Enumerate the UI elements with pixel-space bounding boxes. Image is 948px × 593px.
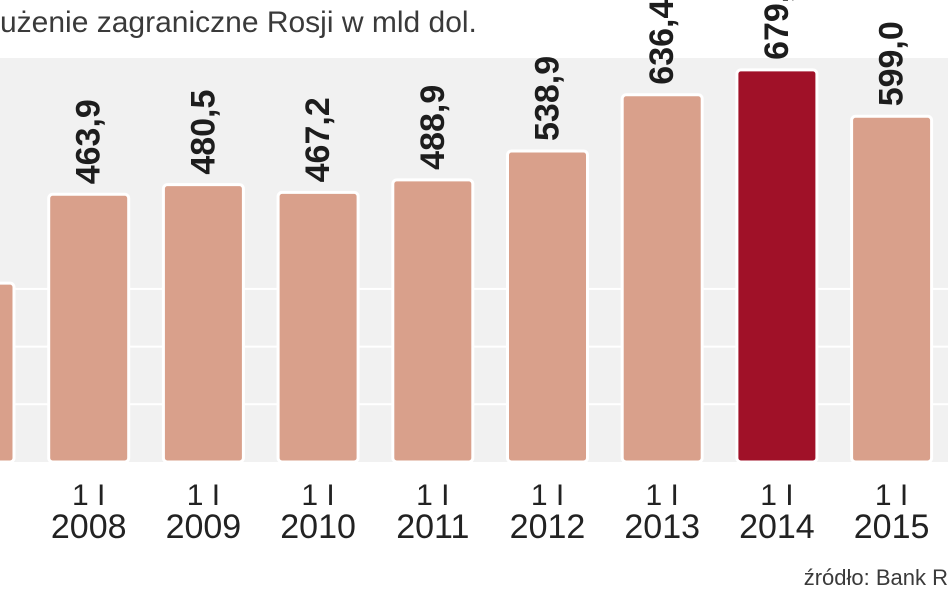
bar: [506, 149, 589, 464]
tick-label-year: 2013: [624, 508, 700, 546]
bar: [391, 178, 475, 464]
data-label: 538,9: [529, 56, 567, 141]
tick-label-year: 2014: [739, 508, 815, 546]
bar: [47, 192, 131, 464]
tick-label-prefix: 1 I: [416, 479, 449, 512]
bar: [0, 281, 16, 464]
tick-label-prefix: 1 I: [646, 479, 679, 512]
tick-label-prefix: 1 I: [187, 479, 220, 512]
data-label: 463,9: [70, 99, 108, 184]
bar-highlight: [735, 68, 819, 464]
data-label: 599,0: [873, 21, 911, 106]
tick-label-year: 2011: [396, 508, 469, 546]
tick-label-prefix: 1 I: [760, 479, 793, 512]
bar: [161, 183, 245, 464]
data-label: 636,4: [643, 0, 681, 85]
tick-label-year: 2010: [280, 508, 356, 546]
tick-label-prefix: 1 I: [301, 479, 334, 512]
tick-label-prefix: 1 I: [72, 479, 105, 512]
tick-label-year: 2012: [510, 508, 586, 546]
data-label: 679,4: [758, 0, 796, 60]
tick-label-year: 2015: [854, 508, 930, 546]
source-note: źródło: Bank R: [803, 565, 948, 590]
tick-label-prefix: 1 I: [531, 479, 564, 512]
tick-label-year: 2008: [51, 508, 127, 546]
bar: [850, 114, 934, 464]
bar: [276, 190, 360, 464]
tick-label-year: 2009: [166, 508, 242, 546]
data-label: 467,2: [299, 97, 337, 182]
chart-title: użenie zagraniczne Rosji w mld dol.: [0, 6, 477, 39]
bar: [620, 93, 704, 464]
tick-label-prefix: 1 I: [875, 479, 908, 512]
data-label: 480,5: [184, 90, 222, 175]
data-label: 488,9: [414, 85, 452, 170]
